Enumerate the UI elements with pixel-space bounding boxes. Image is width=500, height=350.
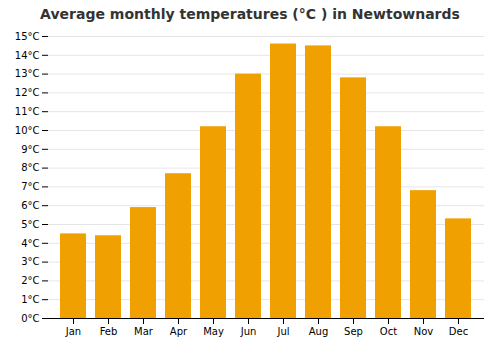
svg-text:May: May <box>203 326 224 337</box>
svg-text:6°C: 6°C <box>21 200 39 211</box>
svg-text:0°C: 0°C <box>21 313 39 324</box>
svg-text:5°C: 5°C <box>21 219 39 230</box>
svg-text:9°C: 9°C <box>21 144 39 155</box>
svg-text:Jan: Jan <box>65 326 81 337</box>
svg-text:14°C: 14°C <box>15 50 40 61</box>
svg-text:Jun: Jun <box>240 326 257 337</box>
svg-text:10°C: 10°C <box>15 125 40 136</box>
svg-text:Aug: Aug <box>309 326 329 337</box>
svg-text:11°C: 11°C <box>15 106 40 117</box>
html-text:Average monthly temperatures (: Average monthly temperatures (°C ) in Ne… <box>40 6 460 22</box>
svg-text:8°C: 8°C <box>21 162 39 173</box>
svg-text:Apr: Apr <box>170 326 188 337</box>
svg-text:3°C: 3°C <box>21 256 39 267</box>
svg-text:1°C: 1°C <box>21 294 39 305</box>
svg-text:Dec: Dec <box>449 326 468 337</box>
svg-text:Mar: Mar <box>134 326 154 337</box>
svg-text:Sep: Sep <box>344 326 363 337</box>
svg-text:2°C: 2°C <box>21 275 39 286</box>
svg-text:7°C: 7°C <box>21 181 39 192</box>
svg-text:Oct: Oct <box>380 326 397 337</box>
svg-text:Nov: Nov <box>414 326 434 337</box>
svg-text:Feb: Feb <box>100 326 118 337</box>
svg-text:13°C: 13°C <box>15 68 40 79</box>
svg-text:4°C: 4°C <box>21 238 39 249</box>
svg-text:Jul: Jul <box>276 326 289 337</box>
svg-text:12°C: 12°C <box>15 87 40 98</box>
svg-text:15°C: 15°C <box>15 31 40 42</box>
